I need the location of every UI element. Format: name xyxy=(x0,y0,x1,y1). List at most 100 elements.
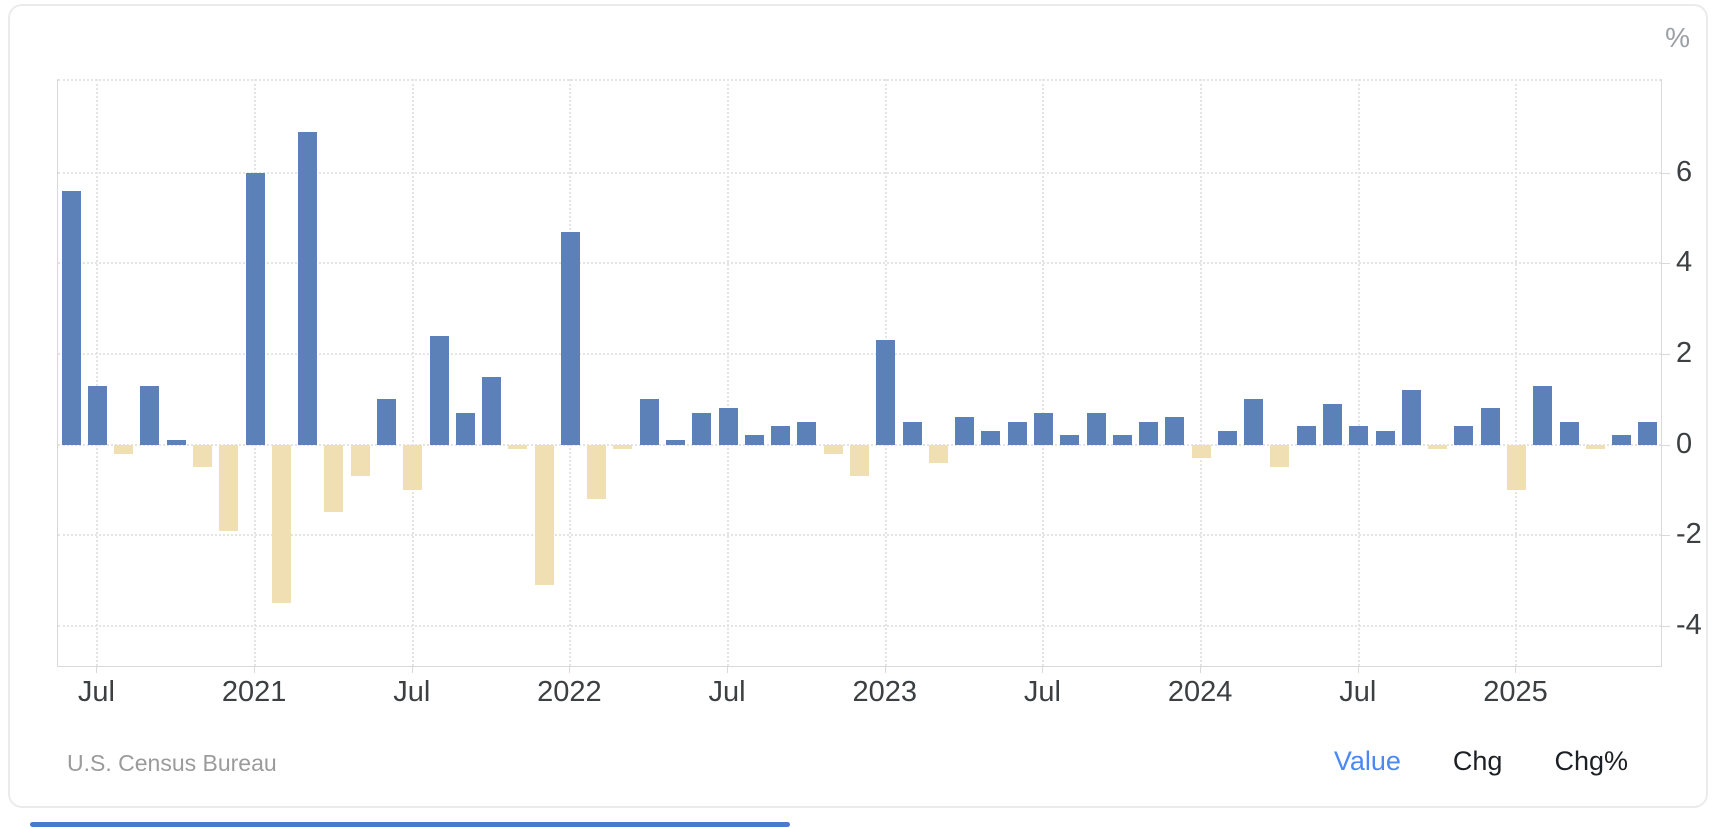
bar-2021-12[interactable] xyxy=(534,444,554,585)
bar-2021-08[interactable] xyxy=(429,335,449,445)
x-gridline xyxy=(1357,79,1360,666)
bar-2024-05[interactable] xyxy=(1296,426,1316,445)
y-tick-mark xyxy=(1661,444,1670,446)
x-gridline xyxy=(1042,79,1045,666)
x-axis-tick-label: 2024 xyxy=(1167,676,1233,708)
x-axis-tick-label: Jul xyxy=(1023,676,1061,708)
bar-2023-11[interactable] xyxy=(1139,421,1159,445)
bar-2025-03[interactable] xyxy=(1559,421,1579,445)
bar-2021-05[interactable] xyxy=(350,444,370,477)
bar-2025-05[interactable] xyxy=(1612,435,1632,445)
bar-2023-02[interactable] xyxy=(902,421,922,445)
bar-2020-08[interactable] xyxy=(114,444,134,454)
y-axis-tick-label: 0 xyxy=(1676,427,1693,460)
bar-2022-12[interactable] xyxy=(850,444,869,477)
bar-2023-07[interactable] xyxy=(1033,412,1053,445)
bar-2023-09[interactable] xyxy=(1086,412,1106,445)
bar-2022-06[interactable] xyxy=(692,412,712,445)
x-tick-mark xyxy=(1200,667,1202,673)
plot-top-border xyxy=(58,79,1661,81)
legend-item-value[interactable]: Value xyxy=(1333,746,1401,776)
bar-2023-10[interactable] xyxy=(1112,435,1132,445)
bar-2025-06[interactable] xyxy=(1638,421,1658,445)
bar-2025-01[interactable] xyxy=(1506,444,1526,490)
x-gridline xyxy=(1200,79,1203,666)
bar-2022-08[interactable] xyxy=(744,435,764,445)
y-gridline xyxy=(58,171,1661,174)
y-axis-tick-label: -4 xyxy=(1676,608,1702,641)
y-axis-tick-label: 4 xyxy=(1676,246,1693,279)
x-tick-mark xyxy=(96,667,98,673)
y-tick-mark xyxy=(1661,535,1670,537)
bar-2024-03[interactable] xyxy=(1244,399,1264,445)
x-axis-tick-label: Jul xyxy=(77,676,115,708)
bar-2021-07[interactable] xyxy=(403,444,423,490)
bar-2024-07[interactable] xyxy=(1349,426,1369,445)
y-gridline xyxy=(58,534,1661,537)
bar-2023-03[interactable] xyxy=(928,444,948,463)
bar-2025-04[interactable] xyxy=(1585,444,1605,450)
bar-2021-09[interactable] xyxy=(455,412,475,445)
chart-card: % 6 4 2 0 -2 -4 Jul 2021 Jul 2022 Jul 2023 Jul 2024 J… xyxy=(8,4,1708,808)
series-toggle-group: Value Chg Chg% xyxy=(1334,746,1628,777)
bar-2024-09[interactable] xyxy=(1401,390,1421,445)
bar-2024-01[interactable] xyxy=(1191,444,1211,459)
x-tick-mark xyxy=(1357,667,1359,673)
x-axis-tick-label: Jul xyxy=(708,676,746,708)
bar-2024-12[interactable] xyxy=(1480,408,1500,445)
bar-2023-12[interactable] xyxy=(1165,417,1185,445)
bar-2023-06[interactable] xyxy=(1007,421,1027,445)
bar-2023-05[interactable] xyxy=(981,430,1001,445)
bar-2022-10[interactable] xyxy=(797,421,817,445)
x-gridline xyxy=(727,79,730,666)
bar-2022-02[interactable] xyxy=(587,444,607,499)
bar-2022-01[interactable] xyxy=(560,231,580,445)
bar-2021-02[interactable] xyxy=(271,444,291,604)
bar-2022-11[interactable] xyxy=(823,444,843,454)
y-gridline xyxy=(58,262,1661,265)
bar-2020-10[interactable] xyxy=(166,439,186,445)
x-tick-mark xyxy=(1515,667,1517,673)
bar-2020-06[interactable] xyxy=(61,190,81,445)
bar-2022-05[interactable] xyxy=(666,439,686,445)
x-axis-tick-label: 2021 xyxy=(221,676,287,708)
bar-2020-12[interactable] xyxy=(219,444,239,531)
bar-2021-04[interactable] xyxy=(324,444,344,513)
bar-2024-02[interactable] xyxy=(1217,430,1237,445)
bar-2021-06[interactable] xyxy=(376,399,396,445)
bar-2024-10[interactable] xyxy=(1428,444,1448,450)
bar-2023-08[interactable] xyxy=(1060,435,1080,445)
legend-item-chg[interactable]: Chg% xyxy=(1554,746,1628,776)
bar-2023-01[interactable] xyxy=(876,340,896,445)
source-label: U.S. Census Bureau xyxy=(67,750,277,776)
x-tick-mark xyxy=(1042,667,1044,673)
bar-2021-10[interactable] xyxy=(482,376,502,445)
bar-2024-06[interactable] xyxy=(1323,403,1343,445)
bar-2022-07[interactable] xyxy=(718,408,738,445)
bar-2021-01[interactable] xyxy=(245,172,265,445)
bottom-accent-line xyxy=(30,822,790,827)
bar-2022-09[interactable] xyxy=(771,426,791,445)
y-gridline xyxy=(58,624,1661,627)
x-gridline xyxy=(411,79,414,666)
bar-2021-03[interactable] xyxy=(298,131,318,445)
bar-2020-07[interactable] xyxy=(87,385,107,445)
bar-2024-11[interactable] xyxy=(1454,426,1474,445)
y-tick-mark xyxy=(1661,172,1670,174)
bar-2020-09[interactable] xyxy=(140,385,160,445)
bar-2020-11[interactable] xyxy=(193,444,213,468)
x-tick-mark xyxy=(254,667,256,673)
bar-2021-11[interactable] xyxy=(508,444,528,450)
y-axis-tick-label: 2 xyxy=(1676,336,1693,369)
bar-2023-04[interactable] xyxy=(955,417,975,445)
bar-2024-08[interactable] xyxy=(1375,430,1395,445)
bar-2025-02[interactable] xyxy=(1533,385,1553,445)
bar-2024-04[interactable] xyxy=(1270,444,1290,468)
y-tick-mark xyxy=(1661,353,1670,355)
legend-item-chg[interactable]: Chg xyxy=(1452,746,1503,776)
bar-2022-04[interactable] xyxy=(639,399,659,445)
x-tick-mark xyxy=(727,667,729,673)
x-axis-tick-label: 2022 xyxy=(537,676,602,708)
bar-2022-03[interactable] xyxy=(613,444,633,450)
